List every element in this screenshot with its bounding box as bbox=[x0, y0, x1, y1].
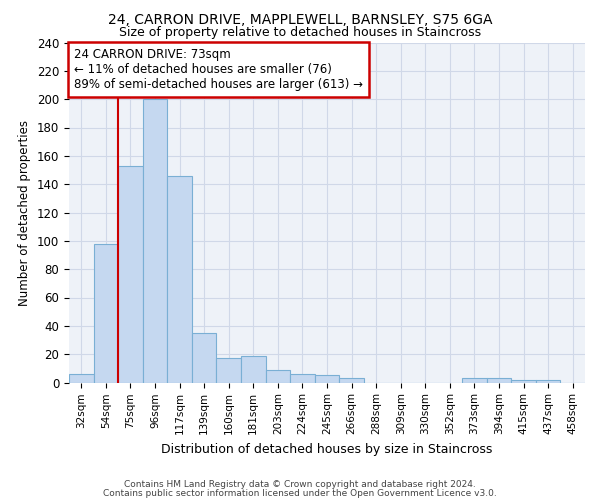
Bar bbox=[290, 374, 315, 382]
X-axis label: Distribution of detached houses by size in Staincross: Distribution of detached houses by size … bbox=[161, 442, 493, 456]
Bar bbox=[536, 380, 560, 382]
Bar bbox=[94, 244, 118, 382]
Bar bbox=[118, 166, 143, 382]
Bar bbox=[511, 380, 536, 382]
Bar bbox=[167, 176, 192, 382]
Bar bbox=[217, 358, 241, 382]
Bar bbox=[462, 378, 487, 382]
Bar bbox=[487, 378, 511, 382]
Text: Contains HM Land Registry data © Crown copyright and database right 2024.: Contains HM Land Registry data © Crown c… bbox=[124, 480, 476, 489]
Text: Size of property relative to detached houses in Staincross: Size of property relative to detached ho… bbox=[119, 26, 481, 39]
Bar bbox=[192, 333, 217, 382]
Y-axis label: Number of detached properties: Number of detached properties bbox=[19, 120, 31, 306]
Bar bbox=[143, 99, 167, 382]
Bar bbox=[241, 356, 266, 382]
Text: Contains public sector information licensed under the Open Government Licence v3: Contains public sector information licen… bbox=[103, 489, 497, 498]
Bar bbox=[339, 378, 364, 382]
Bar bbox=[69, 374, 94, 382]
Text: 24 CARRON DRIVE: 73sqm
← 11% of detached houses are smaller (76)
89% of semi-det: 24 CARRON DRIVE: 73sqm ← 11% of detached… bbox=[74, 48, 363, 90]
Bar bbox=[315, 376, 339, 382]
Text: 24, CARRON DRIVE, MAPPLEWELL, BARNSLEY, S75 6GA: 24, CARRON DRIVE, MAPPLEWELL, BARNSLEY, … bbox=[108, 12, 492, 26]
Bar bbox=[266, 370, 290, 382]
